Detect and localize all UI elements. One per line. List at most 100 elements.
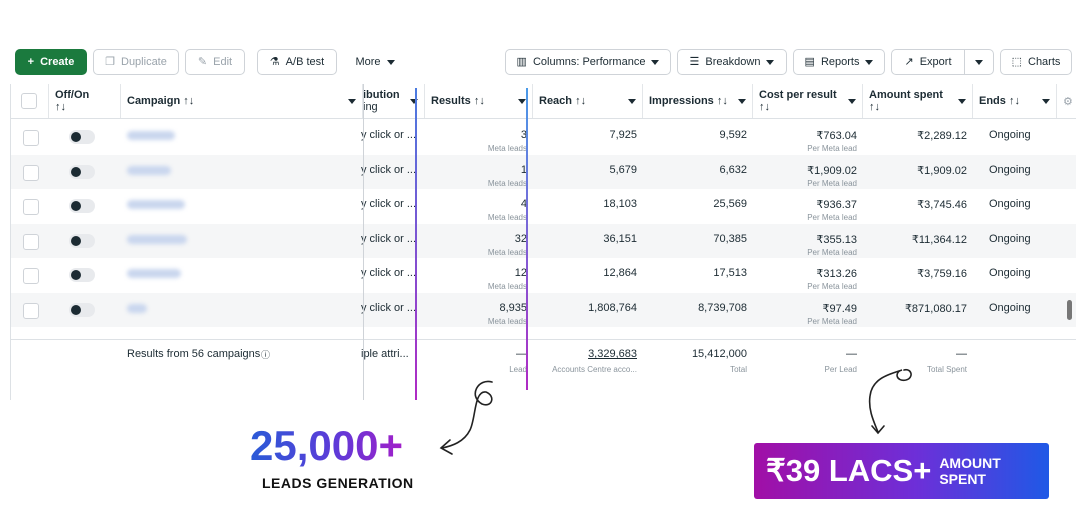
header-off-on[interactable]: Off/On ↑↓: [49, 84, 121, 118]
campaign-toggle[interactable]: [69, 199, 95, 213]
impressions-cell: 70,385: [643, 224, 753, 258]
row-checkbox[interactable]: [23, 130, 39, 146]
attribution-setting: y click or ...: [361, 198, 417, 210]
header-select-all[interactable]: [11, 84, 49, 118]
chevron-down-icon: [518, 99, 526, 104]
breakdown-dropdown[interactable]: ☰ Breakdown: [677, 49, 787, 75]
header-impressions[interactable]: Impressions ↑↓: [643, 84, 753, 118]
row-checkbox[interactable]: [23, 233, 39, 250]
row-checkbox[interactable]: [23, 268, 39, 284]
chevron-down-icon: [766, 59, 775, 65]
select-all-checkbox[interactable]: [21, 93, 37, 109]
row-checkbox[interactable]: [23, 302, 39, 319]
row-checkbox[interactable]: [23, 164, 39, 181]
footer-amount-spent-sub: Total Spent: [926, 365, 967, 374]
impressions-cell: 25,569: [643, 189, 753, 223]
chevron-down-icon: [958, 99, 966, 104]
export-icon: ↗: [904, 55, 914, 68]
amount-spent-value: ₹3,759.16: [917, 268, 967, 280]
table-row[interactable]: y click or ... 3 Meta leads 7,925 9,592 ₹763.…: [11, 120, 1076, 154]
header-reach[interactable]: Reach ↑↓: [533, 84, 643, 118]
create-button[interactable]: + Create: [15, 49, 87, 75]
header-amount-spent[interactable]: Amount spent ↑↓: [863, 84, 973, 118]
footer-results-sub: Lead: [509, 365, 527, 374]
results-cell: 1 Meta leads: [425, 155, 533, 189]
header-campaign[interactable]: Campaign ↑↓: [121, 84, 363, 118]
row-checkbox[interactable]: [23, 199, 39, 215]
toggle-knob: [71, 304, 81, 315]
table-row[interactable]: y click or ... 32 Meta leads 36,151 70,385 ₹3…: [11, 223, 1076, 258]
reach-cell: 7,925: [533, 120, 643, 154]
sort-icon: ↑↓: [55, 101, 66, 113]
chart-icon: ⬚: [1011, 55, 1022, 68]
sort-icon: ↑↓: [183, 95, 195, 107]
toolbar: + Create ❐ Duplicate ✎ Edit ⚗ A/B test M…: [5, 40, 1080, 84]
amount-spent-value: ₹871,080.17: [904, 302, 967, 315]
table-row[interactable]: y click or ... 12 Meta leads 12,864 17,513 ₹3…: [11, 258, 1076, 292]
campaign-name-redacted[interactable]: [127, 303, 147, 313]
attribution-setting: y click or ...: [361, 267, 417, 279]
attribution-setting: y click or ...: [361, 301, 417, 314]
chevron-down-icon: [348, 99, 356, 104]
edit-button[interactable]: ✎ Edit: [185, 49, 245, 75]
export-button[interactable]: ↗ Export: [891, 49, 965, 75]
header-ends[interactable]: Ends ↑↓: [973, 84, 1057, 118]
amount-arrow-icon: [868, 368, 912, 435]
cost-per-result-sub: Per Meta lead: [807, 213, 857, 222]
export-label: Export: [919, 56, 952, 68]
header-results[interactable]: Results ↑↓: [425, 84, 533, 118]
reach-value: 36,151: [603, 232, 637, 245]
campaign-toggle[interactable]: [69, 233, 95, 248]
cost-per-result-value: ₹936.37: [816, 199, 857, 211]
table-row[interactable]: y click or ... 1 Meta leads 5,679 6,632 ₹1,90…: [11, 154, 1076, 189]
duplicate-button[interactable]: ❐ Duplicate: [93, 49, 179, 75]
ab-test-button[interactable]: ⚗ A/B test: [257, 49, 337, 75]
toggle-knob: [71, 270, 81, 280]
reports-dropdown[interactable]: ▤ Reports: [793, 49, 885, 75]
ads-manager-screenshot: + Create ❐ Duplicate ✎ Edit ⚗ A/B test M…: [5, 40, 1080, 400]
cost-per-result-value: ₹355.13: [816, 233, 857, 246]
more-button[interactable]: More: [347, 49, 403, 75]
campaign-toggle[interactable]: [69, 268, 95, 282]
charts-label: Charts: [1028, 56, 1061, 68]
campaign-toggle[interactable]: [69, 302, 95, 317]
create-label: Create: [40, 56, 75, 68]
charts-button[interactable]: ⬚ Charts: [1000, 49, 1072, 75]
impressions-value: 8,739,708: [698, 301, 747, 314]
pencil-icon: ✎: [197, 55, 208, 68]
footer-attribution: iple attri...: [361, 348, 409, 360]
ends-value: Ongoing: [989, 301, 1031, 314]
reports-icon: ▤: [804, 55, 815, 68]
campaign-name-redacted[interactable]: [127, 165, 171, 175]
info-icon[interactable]: ⓘ: [261, 350, 271, 360]
campaign-name-redacted[interactable]: [127, 131, 175, 140]
vertical-scrollbar[interactable]: [1067, 300, 1072, 320]
campaign-name-redacted[interactable]: [127, 269, 181, 278]
duplicate-label: Duplicate: [121, 56, 167, 68]
campaign-name-redacted[interactable]: [127, 234, 187, 244]
amount-spent-value: ₹3,745.46: [917, 199, 967, 211]
campaign-name-redacted[interactable]: [127, 200, 185, 209]
campaign-toggle[interactable]: [69, 164, 95, 179]
cost-per-result-value: ₹1,909.02: [807, 164, 857, 177]
cost-per-result-cell: ₹97.49 Per Meta lead: [753, 293, 863, 327]
table-row[interactable]: y click or ... 8,935 Meta leads 1,808,764 8,…: [11, 292, 1076, 327]
column-settings-icon[interactable]: ⚙: [1063, 95, 1073, 108]
reach-cell: 1,808,764: [533, 293, 643, 327]
cost-per-result-cell: ₹936.37 Per Meta lead: [753, 189, 863, 223]
leads-count-headline: 25,000+: [250, 422, 403, 469]
footer-impressions: 15,412,000: [691, 348, 747, 360]
header-amount-spent-label: Amount spent: [869, 89, 943, 101]
results-cell: 32 Meta leads: [425, 224, 533, 258]
header-attribution[interactable]: ibution ing: [363, 84, 425, 118]
export-options-button[interactable]: [964, 49, 994, 75]
amount-caption-line-2: SPENT: [939, 471, 986, 487]
sort-icon: ↑↓: [473, 95, 485, 107]
footer-reach[interactable]: 3,329,683: [588, 348, 637, 360]
table-row[interactable]: y click or ... 4 Meta leads 18,103 25,569 ₹93…: [11, 189, 1076, 223]
campaign-toggle[interactable]: [69, 130, 95, 144]
header-cost-per-result[interactable]: Cost per result ↑↓: [753, 84, 863, 118]
attribution-setting: y click or ...: [361, 232, 417, 245]
columns-dropdown[interactable]: ▥ Columns: Performance: [505, 49, 671, 75]
amount-spent-caption: AMOUNT SPENT: [939, 455, 1000, 487]
